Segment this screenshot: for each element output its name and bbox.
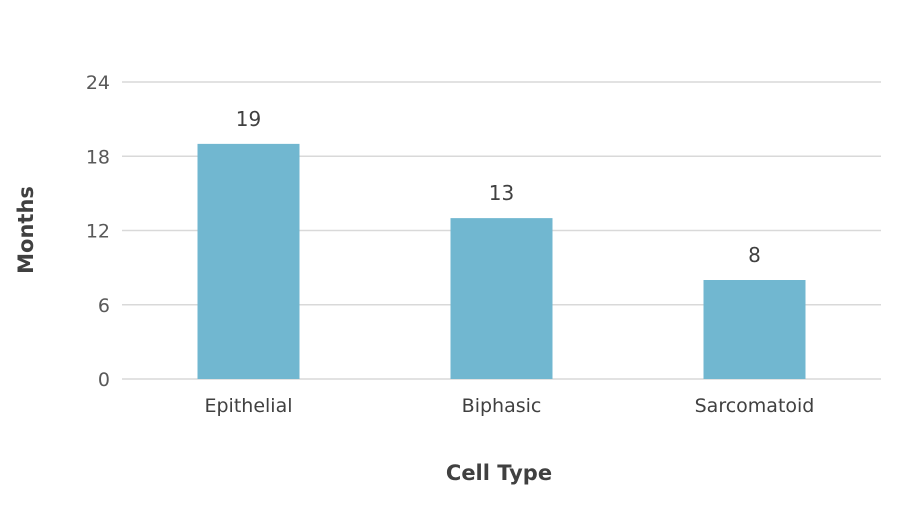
bar-biphasic — [450, 218, 553, 379]
data-label: 13 — [489, 181, 514, 205]
bar-epithelial — [197, 143, 300, 379]
bar-sarcomatoid — [703, 280, 806, 379]
y-axis-title: Months — [14, 186, 38, 274]
x-axis-title: Cell Type — [446, 461, 552, 485]
y-tick-label: 6 — [98, 295, 110, 317]
x-category-label: Epithelial — [204, 395, 292, 417]
data-labels: 19 13 8 — [236, 107, 761, 267]
y-axis-tick-labels: 0 6 12 18 24 — [86, 72, 110, 391]
y-tick-label: 0 — [98, 369, 110, 391]
y-tick-label: 24 — [86, 72, 110, 94]
x-axis-category-labels: Epithelial Biphasic Sarcomatoid — [204, 395, 814, 417]
x-category-label: Biphasic — [462, 395, 542, 417]
y-tick-label: 12 — [86, 221, 110, 243]
data-label: 8 — [748, 243, 761, 267]
bars — [197, 143, 806, 379]
data-label: 19 — [236, 107, 261, 131]
x-category-label: Sarcomatoid — [695, 395, 815, 417]
y-tick-label: 18 — [86, 146, 110, 168]
